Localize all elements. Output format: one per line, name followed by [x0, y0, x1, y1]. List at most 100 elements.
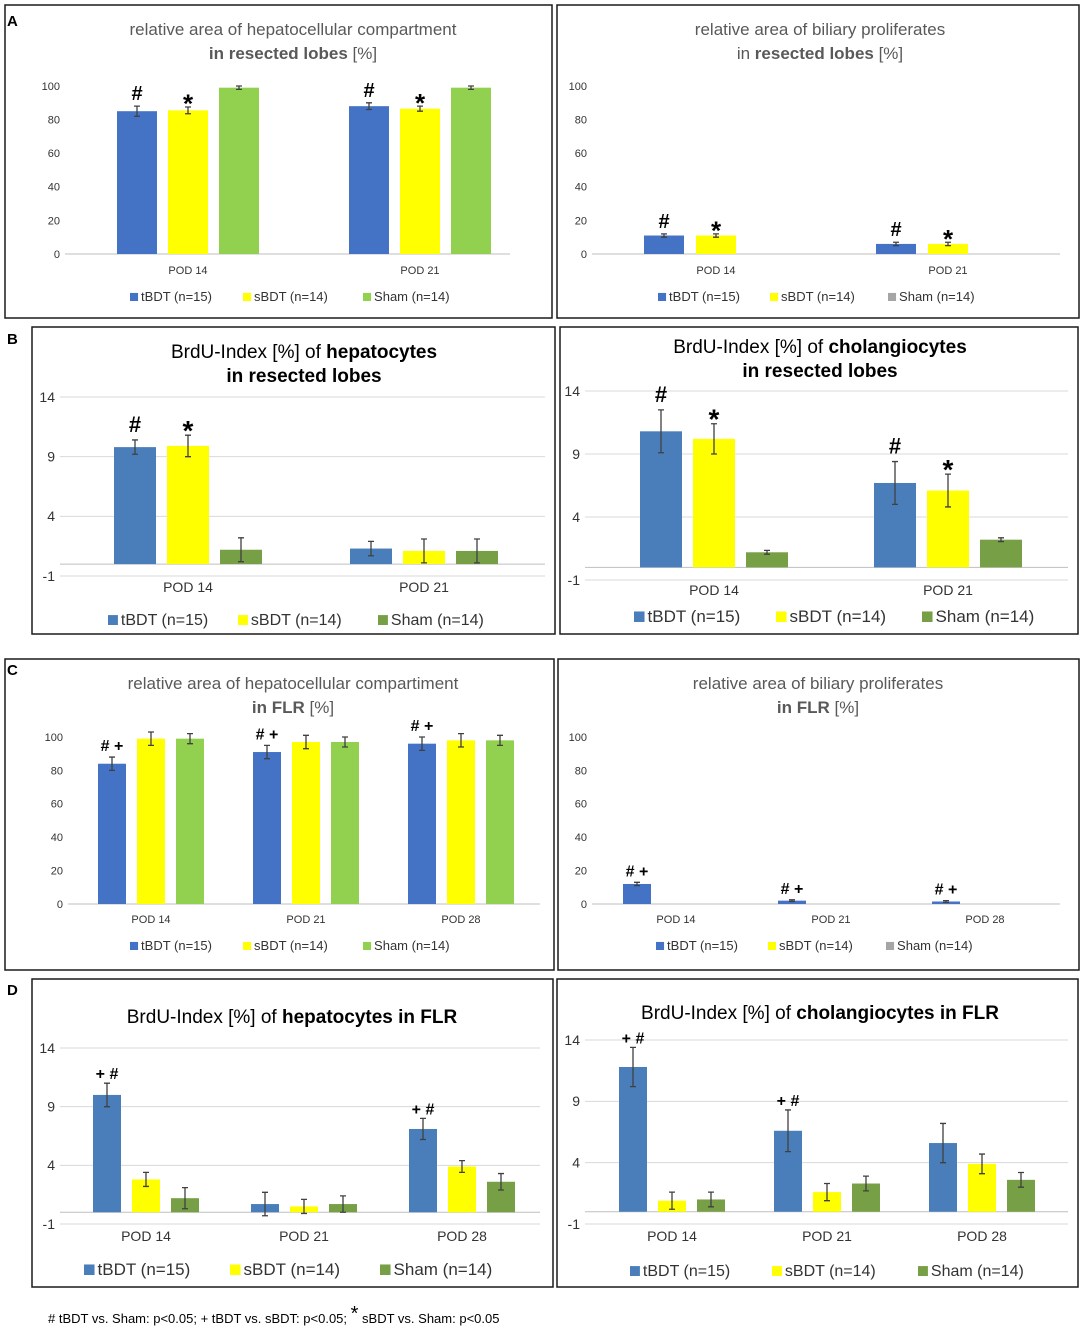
- legend-label: Sham (n=14): [936, 607, 1035, 626]
- significance-marker: # +: [101, 738, 124, 755]
- legend-swatch: [363, 941, 372, 950]
- y-tick-label: 14: [39, 1040, 55, 1056]
- significance-marker: #: [890, 219, 901, 241]
- y-tick-label: 4: [572, 509, 580, 525]
- y-tick-label: 9: [572, 446, 580, 462]
- bar-tbdt: [253, 752, 281, 904]
- bar-tbdt: [778, 900, 806, 904]
- error-bar: [943, 900, 949, 903]
- charts-layer: relative area of hepatocellular compartm…: [39, 20, 1068, 1280]
- x-category-label: POD 14: [696, 265, 735, 277]
- chart-title-segment: BrdU-Index [%] of: [641, 1003, 796, 1024]
- significance-marker: #: [363, 80, 374, 102]
- error-bar: [630, 1046, 636, 1088]
- error-bar: [764, 549, 770, 555]
- significance-marker: *: [415, 88, 426, 118]
- error-bar: [785, 1109, 791, 1153]
- chart-title-line: relative area of hepatocellular compartm…: [130, 20, 457, 39]
- chart-title-line: relative area of hepatocellular comparti…: [128, 674, 459, 693]
- legend-label: sBDT (n=14): [251, 612, 342, 629]
- y-tick-label: 60: [48, 148, 60, 160]
- chart-title-segment: in: [737, 44, 755, 63]
- legend-label: tBDT (n=15): [669, 289, 740, 304]
- y-tick-label: -1: [43, 568, 56, 584]
- chart-title-segment: BrdU-Index [%] of: [673, 337, 828, 358]
- y-tick-label: 0: [581, 899, 587, 911]
- chart-A-left: relative area of hepatocellular compartm…: [42, 20, 510, 304]
- bar-sbdt: [928, 243, 968, 254]
- bar-sham: [980, 539, 1022, 568]
- significance-marker: *: [709, 403, 720, 434]
- error-bar: [301, 1198, 307, 1215]
- error-bar: [1018, 1171, 1024, 1188]
- y-tick-label: 0: [57, 899, 63, 911]
- chart-title-segment: cholangiocytes in FLR: [796, 1003, 999, 1024]
- bar-tbdt: [117, 111, 157, 254]
- x-category-label: POD 21: [279, 1228, 329, 1244]
- y-tick-label: 0: [581, 249, 587, 261]
- error-bar: [979, 1153, 985, 1175]
- y-tick-label: 4: [47, 1157, 55, 1173]
- legend-label: Sham (n=14): [374, 938, 450, 953]
- bar-sbdt: [696, 235, 736, 254]
- chart-title-line: BrdU-Index [%] of cholangiocytes in FLR: [641, 1003, 999, 1024]
- bar-tbdt: [876, 243, 916, 254]
- legend-swatch: [768, 941, 777, 950]
- legend-label: tBDT (n=15): [643, 1263, 730, 1280]
- legend-swatch: [238, 615, 248, 625]
- bar-tbdt: [409, 1128, 437, 1213]
- error-bar: [658, 409, 664, 454]
- chart-title-segment: BrdU-Index [%] of: [127, 1007, 282, 1028]
- significance-marker: + #: [622, 1030, 645, 1047]
- bar-tbdt: [349, 106, 389, 254]
- chart-title-line: BrdU-Index [%] of hepatocytes: [171, 342, 437, 363]
- chart-title-line: BrdU-Index [%] of hepatocytes in FLR: [127, 1007, 458, 1028]
- footnote-star: *: [351, 1303, 359, 1325]
- significance-marker: + #: [412, 1101, 435, 1118]
- x-category-label: POD 21: [811, 914, 850, 926]
- legend-swatch: [918, 1266, 928, 1276]
- legend-swatch: [230, 1264, 241, 1275]
- error-bar: [182, 1186, 188, 1210]
- y-tick-label: 60: [575, 148, 587, 160]
- bar-tbdt: [114, 447, 156, 565]
- bar-sbdt: [168, 110, 208, 254]
- legend-swatch: [380, 1264, 391, 1275]
- y-tick-label: -1: [568, 1216, 581, 1232]
- bar-tbdt: [93, 1094, 121, 1213]
- y-tick-label: 14: [39, 389, 55, 405]
- legend-label: sBDT (n=14): [254, 289, 328, 304]
- x-category-label: POD 14: [656, 914, 695, 926]
- legend-label: tBDT (n=15): [141, 289, 212, 304]
- chart-title-segment: [%]: [874, 44, 903, 63]
- chart-title-line: in FLR [%]: [252, 698, 334, 717]
- frame-C-right: [557, 658, 1080, 971]
- legend-label: sBDT (n=14): [244, 1260, 341, 1279]
- significance-marker: #: [658, 211, 669, 233]
- legend-label: Sham (n=14): [391, 612, 484, 629]
- legend-label: Sham (n=14): [394, 1260, 493, 1279]
- error-bar: [459, 1159, 465, 1174]
- error-bar: [945, 473, 951, 508]
- bar-sham: [219, 87, 259, 255]
- panel-letter-C: C: [7, 662, 18, 679]
- significance-marker: *: [183, 89, 194, 119]
- error-bar: [185, 434, 191, 458]
- significance-marker: #: [889, 434, 901, 459]
- bar-sbdt: [400, 108, 440, 255]
- chart-title-line: in resected lobes [%]: [737, 44, 903, 63]
- error-bar: [498, 1172, 504, 1191]
- error-bar: [262, 1191, 268, 1217]
- bar-sbdt: [447, 740, 475, 904]
- y-tick-label: 14: [564, 1032, 580, 1048]
- chart-B-right: BrdU-Index [%] of cholangiocytes in resec…: [564, 337, 1068, 626]
- legend-swatch: [378, 615, 388, 625]
- error-bar: [945, 241, 951, 247]
- legend-swatch: [776, 611, 787, 622]
- legend-label: Sham (n=14): [899, 289, 975, 304]
- error-bar: [104, 1082, 110, 1108]
- chart-title-segment: relative area of hepatocellular compartm…: [130, 20, 457, 39]
- bar-tbdt: [644, 235, 684, 254]
- error-bar: [497, 734, 503, 746]
- error-bar: [342, 736, 348, 748]
